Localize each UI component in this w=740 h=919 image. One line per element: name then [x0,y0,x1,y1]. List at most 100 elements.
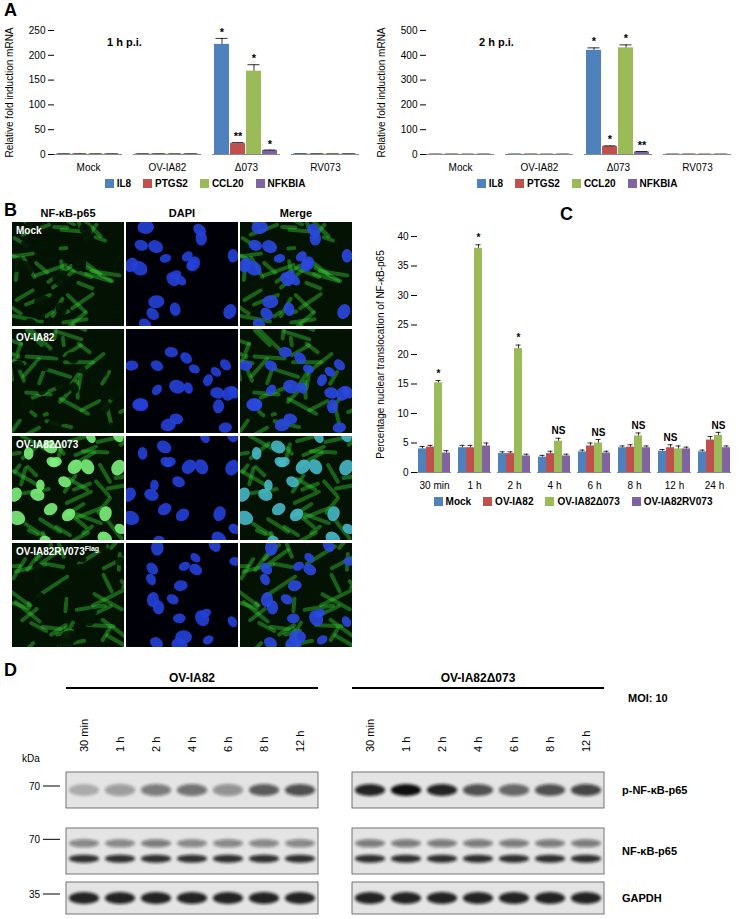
svg-text:70: 70 [29,834,41,845]
html-text:IL8: IL8 [488,178,504,189]
svg-text:OV-IA82: OV-IA82 [149,162,187,173]
svg-text:*: * [592,35,597,47]
html-text:PTGS2: PTGS2 [527,178,560,189]
svg-text:2 h: 2 h [508,480,522,491]
svg-text:15: 15 [397,378,409,389]
svg-text:*: * [608,133,613,145]
html-text:D: D [4,660,17,680]
svg-text:12 h: 12 h [294,731,306,752]
html-text:2 h p.i.: 2 h p.i. [479,36,514,48]
svg-text:*: * [477,232,481,243]
svg-text:200: 200 [29,50,46,61]
svg-text:Relative fold induction mRNA: Relative fold induction mRNA [4,27,15,157]
svg-text:NS: NS [552,425,566,436]
svg-text:Mock: Mock [16,225,42,236]
html-text:DAPI: DAPI [168,207,196,219]
html-text:IL8: IL8 [116,178,132,189]
svg-text:RV073: RV073 [682,162,713,173]
svg-text:OV-IA82: OV-IA82 [521,162,559,173]
svg-text:8 h: 8 h [258,737,270,752]
svg-text:OV-IA82: OV-IA82 [169,671,215,685]
svg-text:35: 35 [29,889,41,900]
html-text:A: A [4,0,17,20]
svg-text:100: 100 [401,124,418,135]
svg-text:*: * [252,52,257,64]
svg-text:OV-IA82: OV-IA82 [16,332,55,343]
svg-text:Mock: Mock [449,162,474,173]
svg-text:5: 5 [403,437,409,448]
svg-text:6 h: 6 h [222,737,234,752]
svg-text:12 h: 12 h [665,480,684,491]
svg-text:300: 300 [401,74,418,85]
svg-text:OV-IA82Δ073: OV-IA82Δ073 [441,671,516,685]
svg-text:*: * [437,368,441,379]
svg-text:6 h: 6 h [508,737,520,752]
svg-text:*: * [268,138,273,150]
svg-text:25: 25 [397,319,409,330]
html-text:Merge: Merge [279,207,313,219]
svg-text:400: 400 [401,50,418,61]
svg-text:24 h: 24 h [705,480,724,491]
svg-text:10: 10 [397,408,409,419]
svg-text:250: 250 [29,25,46,36]
svg-text:MOI: 10: MOI: 10 [628,692,668,704]
svg-text:12 h: 12 h [580,731,592,752]
svg-text:NS: NS [592,427,606,438]
svg-text:500: 500 [401,25,418,36]
svg-text:OV-IA82RV073Flag: OV-IA82RV073Flag [16,545,99,557]
svg-text:kDa: kDa [22,753,40,764]
html-text:CCL20: CCL20 [583,178,616,189]
svg-text:8 h: 8 h [544,737,556,752]
html-text:1 h p.i.: 1 h p.i. [107,36,142,48]
svg-text:NS: NS [712,420,726,431]
svg-text:Relative fold induction mRNA: Relative fold induction mRNA [376,27,387,157]
html-text:NFKBIA: NFKBIA [267,178,306,189]
svg-text:30 min: 30 min [419,480,449,491]
svg-text:20: 20 [397,349,409,360]
svg-text:35: 35 [397,260,409,271]
svg-text:NS: NS [632,420,646,431]
svg-text:**: ** [638,139,647,151]
svg-text:Percentage nuclear translocati: Percentage nuclear translocation of NF-κ… [375,250,386,459]
svg-text:200: 200 [401,99,418,110]
svg-text:1 h: 1 h [400,737,412,752]
svg-text:*: * [624,32,629,44]
html-text:PTGS2: PTGS2 [155,178,188,189]
svg-text:RV073: RV073 [310,162,341,173]
svg-text:70: 70 [29,781,41,792]
svg-text:30: 30 [397,290,409,301]
svg-text:100: 100 [29,99,46,110]
svg-text:30 min: 30 min [78,719,90,752]
svg-text:4 h: 4 h [472,737,484,752]
svg-text:6 h: 6 h [588,480,602,491]
svg-text:4 h: 4 h [186,737,198,752]
svg-text:0: 0 [403,467,409,478]
svg-text:0: 0 [412,149,418,160]
html-text:C: C [560,204,573,224]
svg-text:1 h: 1 h [114,737,126,752]
svg-text:NS: NS [664,432,678,443]
html-text:CCL20: CCL20 [211,178,244,189]
svg-text:0: 0 [40,149,46,160]
svg-text:2 h: 2 h [436,737,448,752]
html-text:NF-κB-p65: NF-κB-p65 [40,207,96,219]
svg-text:40: 40 [397,231,409,242]
svg-text:Mock: Mock [77,162,102,173]
svg-text:30 min: 30 min [364,719,376,752]
svg-text:*: * [517,332,521,343]
svg-text:150: 150 [29,74,46,85]
svg-text:50: 50 [34,124,46,135]
svg-text:**: ** [234,130,243,142]
svg-text:*: * [220,26,225,38]
svg-text:8 h: 8 h [628,480,642,491]
svg-text:p-NF-κB-p65: p-NF-κB-p65 [622,784,687,796]
svg-text:2 h: 2 h [150,737,162,752]
svg-text:4 h: 4 h [548,480,562,491]
html-text:B: B [4,200,17,220]
svg-text:Δ073: Δ073 [607,162,631,173]
svg-text:OV-IA82Δ073: OV-IA82Δ073 [16,439,79,450]
svg-text:1 h: 1 h [468,480,482,491]
svg-text:Δ073: Δ073 [235,162,259,173]
svg-text:GAPDH: GAPDH [622,892,662,904]
svg-text:NF-κB-p65: NF-κB-p65 [622,845,677,857]
